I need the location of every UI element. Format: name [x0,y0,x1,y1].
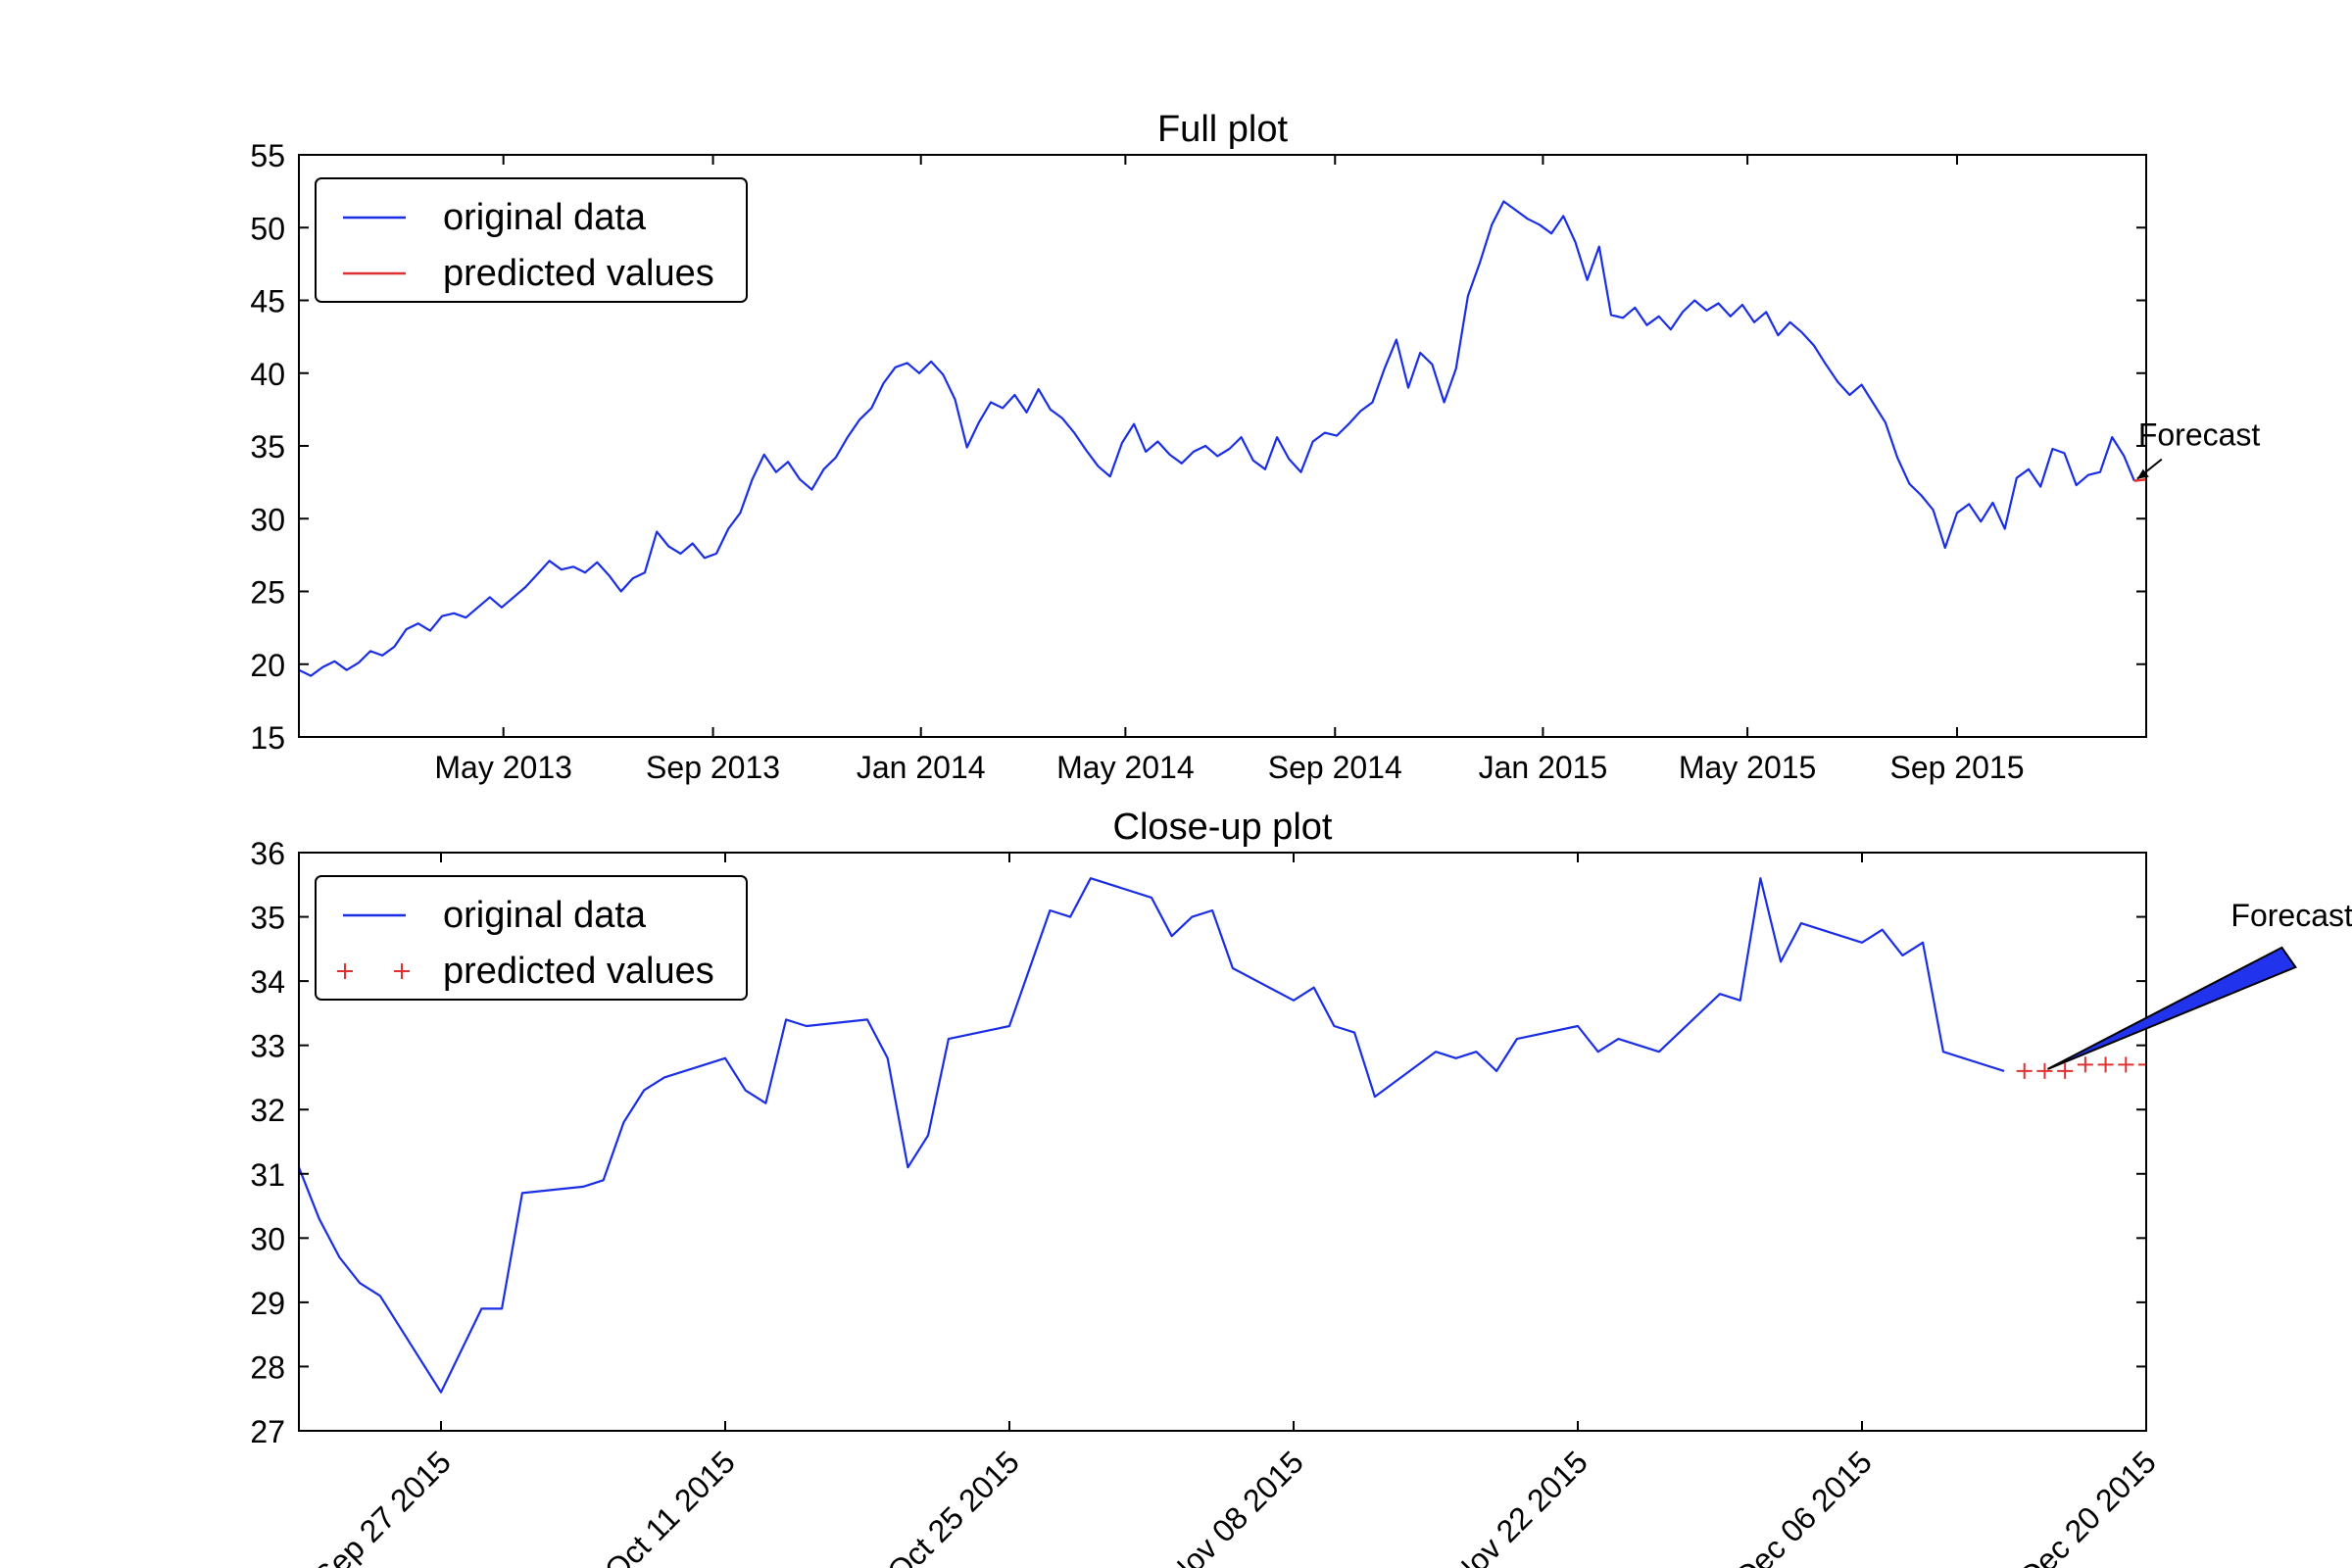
x-tick-label: Oct 25 2015 [880,1444,1026,1568]
x-tick-label: Jan 2015 [1479,750,1608,785]
y-tick-label: 30 [250,1221,285,1256]
x-tick-label: Nov 22 2015 [1444,1444,1594,1568]
y-tick-label: 30 [250,502,285,537]
legend-box [315,177,748,303]
x-tick-label: Sep 2015 [1889,750,2024,785]
plot-area [299,200,2146,677]
chart-title: Close-up plot [1113,807,1333,848]
predicted-point [2138,1056,2146,1073]
y-tick-label: 32 [250,1093,285,1128]
legend-label: original data [443,197,647,238]
y-tick-label: 45 [250,284,285,319]
x-tick-label: Nov 08 2015 [1159,1444,1310,1568]
legend: original data predicted values [315,177,748,303]
y-tick-label: 36 [250,836,285,871]
legend-label: predicted values [443,253,714,294]
annotation-arrow-head [2136,468,2149,479]
y-tick-label: 35 [250,901,285,936]
y-tick-label: 27 [250,1414,285,1449]
predicted-point [2016,1062,2033,1079]
y-tick-label: 20 [250,648,285,683]
series-line-predicted [2133,477,2146,482]
y-tick-label: 34 [250,964,285,1000]
chart-title: Full plot [1157,109,1288,150]
x-tick-label: Oct 11 2015 [598,1444,742,1568]
y-tick-label: 33 [250,1029,285,1064]
x-tick-label: Sep 27 2015 [307,1444,458,1568]
y-tick-label: 31 [250,1157,285,1193]
y-tick-label: 28 [250,1349,285,1385]
y-tick-label: 25 [250,575,285,611]
axes-frame [298,852,2147,1432]
x-tick-label: Dec 20 2015 [2012,1444,2163,1568]
chart-1: Full plot 15 20 25 30 35 40 45 50 55 May 2013 Sep 2… [250,109,2260,785]
legend-marker-swatch [337,963,353,979]
x-tick-label: Jan 2014 [857,750,986,785]
y-tick-label: 29 [250,1286,285,1321]
annotation-text: Forecast [2230,898,2352,933]
predicted-point [2036,1062,2053,1079]
series-line-original [299,877,2005,1394]
predicted-point [2077,1056,2093,1073]
x-tick-label: May 2014 [1056,750,1195,785]
x-tick-label: May 2013 [434,750,572,785]
legend-box [315,875,748,1001]
x-tick-label: Sep 2014 [1268,750,1402,785]
series-line-original [299,200,2135,677]
legend: original data predicted values [315,875,748,1001]
annotation-text: Forecast [2138,417,2261,453]
y-tick-label: 50 [250,211,285,246]
legend-marker-swatch [394,963,410,979]
x-tick-label: Dec 06 2015 [1728,1444,1879,1568]
y-tick-label: 55 [250,138,285,173]
predicted-point [2097,1056,2114,1073]
y-tick-label: 40 [250,357,285,392]
annotation-arrow [2046,946,2297,1070]
y-tick-label: 15 [250,720,285,756]
predicted-point [2057,1062,2074,1079]
legend-label: predicted values [443,951,714,992]
y-tick-label: 35 [250,429,285,465]
chart-2: Close-up plot 27 28 29 30 31 32 33 34 35 36 Sep 27 … [250,807,2352,1568]
legend-label: original data [443,895,647,936]
predicted-point [2118,1056,2134,1073]
x-tick-label: Sep 2013 [646,750,780,785]
x-tick-label: May 2015 [1679,750,1817,785]
plot-area [299,877,2146,1394]
